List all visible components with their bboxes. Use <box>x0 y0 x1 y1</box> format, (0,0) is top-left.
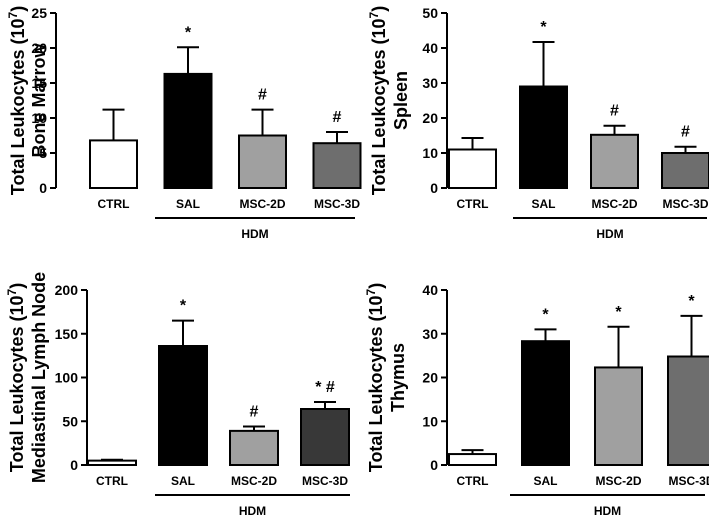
y-tick-label: 0 <box>430 180 438 196</box>
y-axis-label: Total Leukocytes (107) <box>5 283 27 472</box>
bar-msc-2d <box>229 429 279 466</box>
bar-ctrl <box>89 139 138 189</box>
y-tick-label: 10 <box>422 413 438 429</box>
chart-panel-bottom-left: 0 50 100 150 200 Total Leukocytes (107) Medias… <box>5 272 350 518</box>
y-axis-label-close: ) <box>369 6 389 12</box>
bar-msc-2d <box>590 133 639 190</box>
y-tick-label: 20 <box>31 40 47 56</box>
y-axis-label-close: ) <box>7 283 27 289</box>
y-tick-label: 10 <box>422 145 438 161</box>
category-label: MSC-2D <box>591 197 637 211</box>
y-tick-label: 20 <box>422 110 438 126</box>
y-tick-label: 40 <box>422 40 438 56</box>
y-axis-label-tissue: Mediastinal Lymph Node <box>29 272 49 483</box>
category-label: MSC-3D <box>668 474 709 488</box>
category-label: MSC-3D <box>662 197 708 211</box>
category-label: MSC-2D <box>239 197 285 211</box>
category-label: MSC-2D <box>231 474 277 488</box>
significance-mark: # <box>250 404 259 421</box>
significance-mark: # <box>681 124 690 141</box>
y-axis-label-exponent: 7 <box>6 11 20 18</box>
significance-mark: * # <box>315 379 335 396</box>
significance-mark: * <box>615 304 622 321</box>
bar-sal <box>158 345 208 466</box>
y-tick-label: 30 <box>422 75 438 91</box>
group-label: HDM <box>594 504 621 518</box>
significance-mark: * <box>540 19 547 36</box>
group-label: HDM <box>239 504 266 518</box>
y-axis-label-text: Total Leukocytes (10 <box>8 18 28 195</box>
bar-msc-3d <box>661 152 709 189</box>
category-label: CTRL <box>457 197 489 211</box>
category-label: CTRL <box>98 197 130 211</box>
significance-mark: * <box>185 24 192 41</box>
significance-mark: * <box>542 306 549 323</box>
y-tick-label: 150 <box>55 326 79 342</box>
category-label: CTRL <box>96 474 128 488</box>
significance-mark: # <box>258 87 267 104</box>
y-axis-label-close: ) <box>8 6 28 12</box>
bar-ctrl <box>87 459 137 466</box>
bar-msc-3d <box>300 408 350 466</box>
group-label: HDM <box>596 227 623 241</box>
y-tick-label: 50 <box>62 413 78 429</box>
category-label: SAL <box>532 197 556 211</box>
y-tick-label: 0 <box>70 457 78 473</box>
y-axis-label-text: Total Leukocytes (10 <box>366 295 386 472</box>
category-label: SAL <box>171 474 195 488</box>
category-label: SAL <box>176 197 200 211</box>
bar-sal <box>163 72 213 189</box>
y-tick-label: 0 <box>39 180 47 196</box>
y-axis-label-tissue: Thymus <box>388 343 408 412</box>
y-axis-label: Total Leukocytes (107) <box>364 283 386 472</box>
bar-sal <box>519 85 568 189</box>
category-label: CTRL <box>457 474 489 488</box>
y-tick-label: 20 <box>422 370 438 386</box>
y-axis-label-tissue: Bone Marrow <box>29 42 49 157</box>
y-tick-label: 15 <box>31 75 47 91</box>
significance-mark: * <box>180 298 187 315</box>
significance-mark: # <box>333 109 342 126</box>
y-tick-label: 30 <box>422 326 438 342</box>
y-axis-label-close: ) <box>366 283 386 289</box>
y-tick-label: 200 <box>55 282 79 298</box>
y-axis-label-text: Total Leukocytes (10 <box>7 295 27 472</box>
y-tick-label: 5 <box>39 145 47 161</box>
bar-msc-2d <box>238 134 287 189</box>
y-axis-label-exponent: 7 <box>364 288 378 295</box>
y-tick-label: 10 <box>31 110 47 126</box>
group-label: HDM <box>241 227 268 241</box>
y-axis-label-tissue: Spleen <box>391 71 411 130</box>
y-tick-label: 0 <box>430 457 438 473</box>
significance-mark: # <box>610 103 619 120</box>
y-axis-label-exponent: 7 <box>367 11 381 18</box>
bar-ctrl <box>448 453 497 466</box>
y-tick-label: 25 <box>31 5 47 21</box>
y-tick-label: 40 <box>422 282 438 298</box>
significance-mark: * <box>688 293 695 310</box>
category-label: MSC-3D <box>302 474 348 488</box>
bar-msc-2d <box>594 366 643 466</box>
bar-sal <box>521 340 570 466</box>
y-axis-label-exponent: 7 <box>5 288 19 295</box>
y-axis-label-text: Total Leukocytes (10 <box>369 18 389 195</box>
y-tick-label: 100 <box>55 370 79 386</box>
y-tick-label: 50 <box>422 5 438 21</box>
y-axis-label: Total Leukocytes (107) <box>6 6 28 195</box>
category-label: MSC-2D <box>595 474 641 488</box>
bar-msc-3d <box>312 142 362 189</box>
category-label: SAL <box>534 474 558 488</box>
category-label: MSC-3D <box>314 197 360 211</box>
y-axis-label: Total Leukocytes (107) <box>367 6 389 195</box>
bar-msc-3d <box>667 355 709 466</box>
bar-ctrl <box>448 148 497 189</box>
